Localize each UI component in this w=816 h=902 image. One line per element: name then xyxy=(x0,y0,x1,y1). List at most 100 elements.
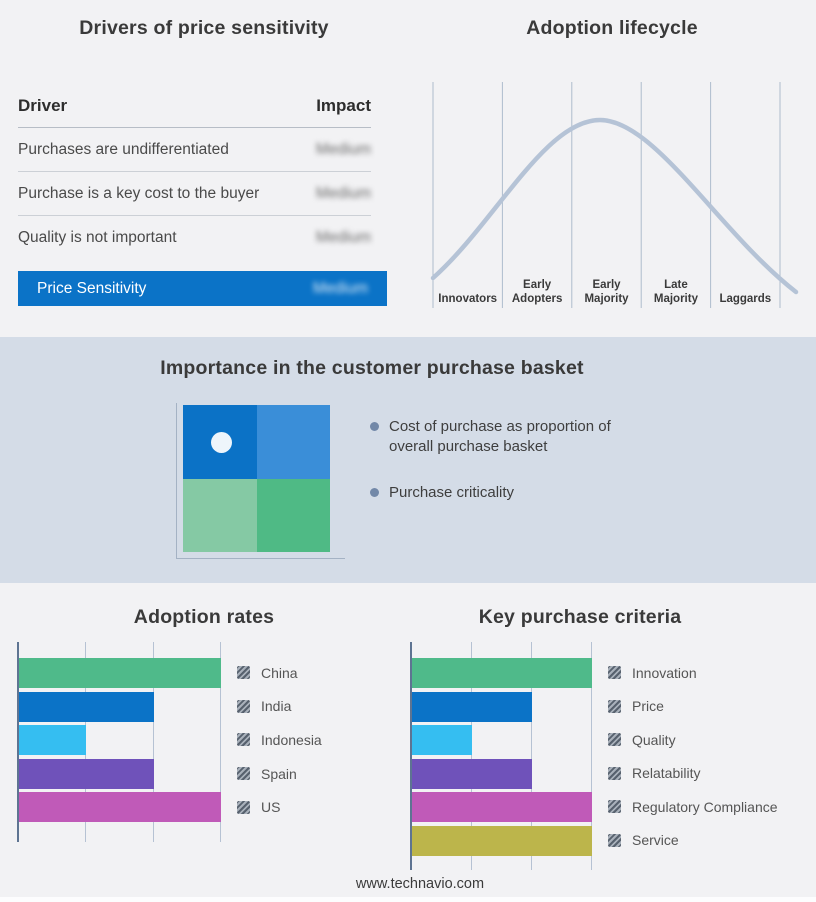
table-row: Purchases are undifferentiated Medium xyxy=(18,128,371,172)
legend-label: Spain xyxy=(261,765,297,782)
chart-y-axis xyxy=(410,642,412,870)
legend-swatch-censored-icon xyxy=(237,800,250,814)
impact-cell: Medium xyxy=(315,228,371,246)
position-marker-dot xyxy=(211,432,232,453)
bar-us xyxy=(19,792,221,823)
legend-swatch-censored-icon xyxy=(608,733,621,747)
legend-swatch-censored-icon xyxy=(237,767,250,781)
chart-gridline xyxy=(153,642,154,842)
bar-service xyxy=(412,825,592,856)
table-row: Purchase is a key cost to the buyer Mediu… xyxy=(18,172,371,216)
bullet-text: Cost of purchase as proportion of overal… xyxy=(389,418,611,455)
purchase-basket-quadrant xyxy=(183,405,330,552)
legend-item: India xyxy=(237,690,322,724)
legend-item: Service xyxy=(608,824,778,858)
driver-cell: Quality is not important xyxy=(18,228,177,246)
quadrant-cell-top-right xyxy=(256,405,330,479)
legend-label: Price xyxy=(632,698,664,715)
drivers-table: Driver Impact Purchases are undifferenti… xyxy=(18,96,371,259)
driver-cell: Purchase is a key cost to the buyer xyxy=(18,184,260,202)
chart-gridline xyxy=(220,642,221,842)
lifecycle-stage-label: Early Adopters xyxy=(511,279,563,305)
chart-gridline xyxy=(471,642,472,870)
drivers-table-rows: Purchases are undifferentiated Medium Purc… xyxy=(18,128,371,259)
bar-china xyxy=(19,658,221,688)
lifecycle-gridlines xyxy=(432,82,781,308)
lifecycle-stage-labels: Innovators Early Adopters Early Majority La… xyxy=(433,258,780,306)
quadrant-x-axis xyxy=(176,558,345,559)
price-sensitivity-highlight-row: Price Sensitivity Medium xyxy=(18,271,387,306)
bar-india xyxy=(19,691,154,722)
legend-item: Innovation xyxy=(608,656,778,690)
adoption-rates-title: Adoption rates xyxy=(133,606,275,628)
legend-swatch-censored-icon xyxy=(608,666,621,680)
impact-column-header: Impact xyxy=(316,96,371,115)
legend-label: Relatability xyxy=(632,765,701,782)
legend-item: Indonesia xyxy=(237,723,322,757)
bar-relatability xyxy=(412,758,532,789)
bullet-item: Purchase criticality xyxy=(370,483,641,503)
legend-swatch-censored-icon xyxy=(608,800,621,814)
key-purchase-criteria-chart xyxy=(410,642,592,870)
highlight-row-impact-value: Medium xyxy=(312,279,368,297)
lifecycle-stage-label: Innovators xyxy=(438,292,498,305)
lifecycle-title: Adoption lifecycle xyxy=(526,17,698,39)
lifecycle-stage-label: Laggards xyxy=(719,292,772,305)
adoption-rates-legend: China India Indonesia Spain US xyxy=(237,656,322,824)
lifecycle-stage-label: Early Majority xyxy=(584,279,629,305)
lifecycle-stage-label: Late Majority xyxy=(653,279,698,305)
legend-swatch-censored-icon xyxy=(608,766,621,780)
lifecycle-bell-curve-chart xyxy=(430,82,799,308)
bullet-dot-icon xyxy=(370,488,379,497)
legend-item: Regulatory Compliance xyxy=(608,790,778,824)
legend-item: US xyxy=(237,790,322,824)
legend-swatch-censored-icon xyxy=(608,699,621,713)
purchase-basket-band xyxy=(0,337,816,583)
drivers-table-title: Drivers of price sensitivity xyxy=(79,17,329,39)
adoption-rates-chart xyxy=(17,642,221,842)
quadrant-cell-bottom-left xyxy=(183,478,257,552)
driver-cell: Purchases are undifferentiated xyxy=(18,140,229,158)
bar-innovation xyxy=(412,658,592,688)
legend-item: China xyxy=(237,656,322,690)
legend-item: Relatability xyxy=(608,757,778,791)
drivers-table-header: Driver Impact xyxy=(18,96,371,128)
bottom-strip xyxy=(0,897,816,902)
bullet-dot-icon xyxy=(370,422,379,431)
quadrant-y-axis xyxy=(176,403,177,559)
bullet-text: Purchase criticality xyxy=(389,484,515,501)
legend-swatch-censored-icon xyxy=(237,699,250,713)
legend-label: Quality xyxy=(632,731,676,748)
bar-spain xyxy=(19,758,154,789)
chart-y-axis xyxy=(17,642,19,842)
legend-swatch-censored-icon xyxy=(237,666,250,680)
purchase-basket-title: Importance in the customer purchase bask… xyxy=(160,357,584,379)
legend-item: Spain xyxy=(237,757,322,791)
legend-label: Indonesia xyxy=(261,731,322,748)
bar-price xyxy=(412,691,532,722)
bell-curve-path xyxy=(430,117,799,295)
legend-label: Service xyxy=(632,832,679,849)
legend-label: India xyxy=(261,698,292,715)
chart-gridline xyxy=(591,642,592,870)
impact-cell: Medium xyxy=(315,184,371,202)
legend-item: Price xyxy=(608,690,778,724)
legend-item: Quality xyxy=(608,723,778,757)
legend-label: China xyxy=(261,664,298,681)
legend-label: Regulatory Compliance xyxy=(632,798,778,815)
legend-label: US xyxy=(261,799,281,816)
chart-gridline xyxy=(531,642,532,870)
highlight-row-label: Price Sensitivity xyxy=(37,279,147,297)
impact-cell: Medium xyxy=(315,140,371,158)
legend-swatch-censored-icon xyxy=(608,833,621,847)
bar-regulatory-compliance xyxy=(412,792,592,822)
key-purchase-criteria-legend: Innovation Price Quality Relatability Regula… xyxy=(608,656,778,857)
legend-swatch-censored-icon xyxy=(237,733,250,747)
purchase-basket-bullets: Cost of purchase as proportion of overal… xyxy=(370,417,641,529)
quadrant-cell-bottom-right xyxy=(256,478,330,552)
bullet-item: Cost of purchase as proportion of overal… xyxy=(370,417,641,457)
bar-quality xyxy=(412,725,472,755)
legend-label: Innovation xyxy=(632,664,697,681)
table-row: Quality is not important Medium xyxy=(18,216,371,259)
